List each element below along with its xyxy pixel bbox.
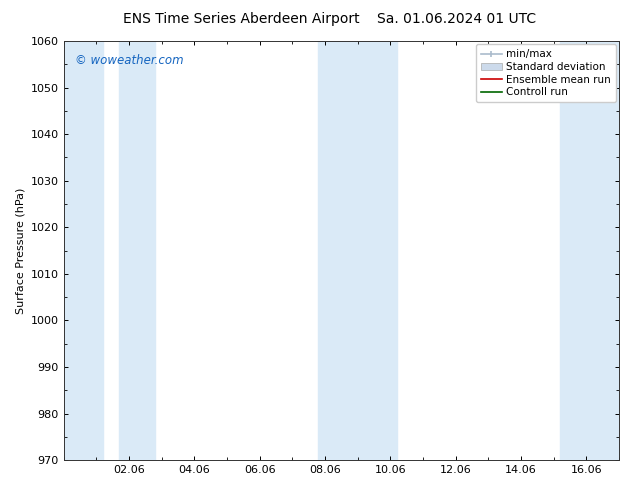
Y-axis label: Surface Pressure (hPa): Surface Pressure (hPa)	[15, 187, 25, 314]
Bar	[119, 41, 155, 460]
Text: Sa. 01.06.2024 01 UTC: Sa. 01.06.2024 01 UTC	[377, 12, 536, 26]
Legend: min/max, Standard deviation, Ensemble mean run, Controll run: min/max, Standard deviation, Ensemble me…	[476, 44, 616, 102]
Bar	[560, 41, 619, 460]
Text: © woweather.com: © woweather.com	[75, 53, 183, 67]
Text: ENS Time Series Aberdeen Airport: ENS Time Series Aberdeen Airport	[122, 12, 359, 26]
Bar	[63, 41, 103, 460]
Bar	[318, 41, 397, 460]
